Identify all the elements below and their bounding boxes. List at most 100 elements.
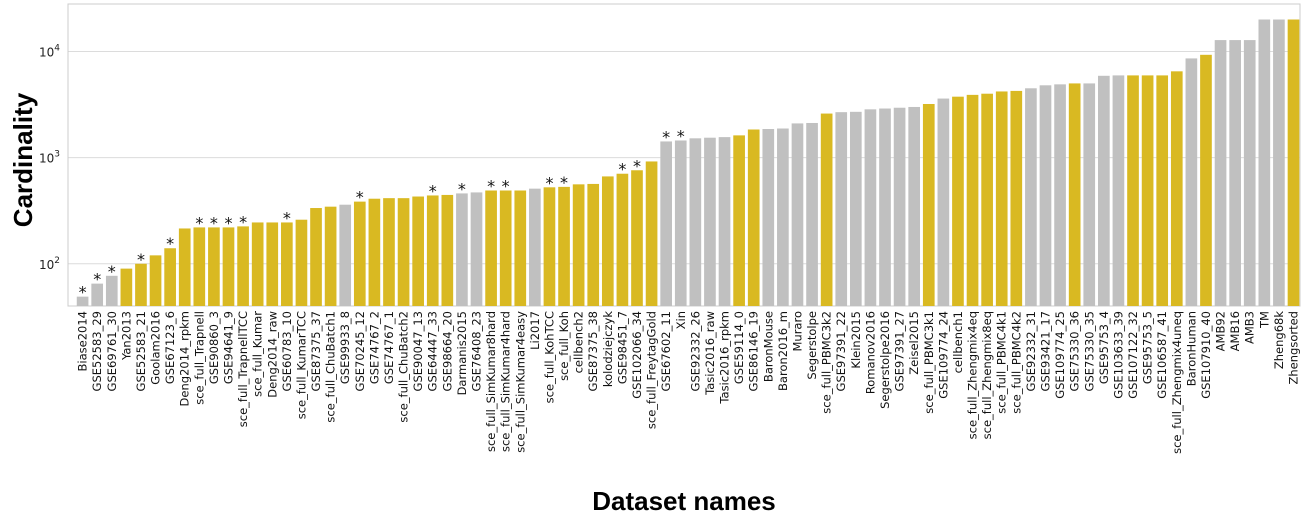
star-annotation-28: * — [487, 176, 495, 195]
bar-7 — [178, 228, 191, 306]
x-tick-label-10: GSE94641_9 — [221, 311, 235, 384]
x-axis-title: Dataset names — [592, 486, 776, 516]
x-tick-label-78: AMB92 — [1214, 311, 1228, 351]
x-tick-label-39: sce_full_FreytagGold — [645, 311, 659, 429]
star-annotation-11: * — [239, 212, 247, 231]
x-tick-label-50: Segerstolpe — [805, 311, 819, 380]
y-tick-exponent: 4 — [54, 43, 60, 53]
x-tick-label-7: Deng2014_rpkm — [178, 311, 192, 406]
bar-41 — [674, 140, 687, 306]
bar-62 — [981, 93, 993, 306]
bar-39 — [645, 161, 658, 306]
x-tick-label-71: GSE103633_39 — [1111, 311, 1125, 399]
x-tick-label-58: sce_full_PBMC3k1 — [922, 311, 936, 414]
bar-67 — [1054, 84, 1066, 306]
bar-70 — [1098, 75, 1110, 307]
star-annotation-19: * — [356, 188, 364, 207]
x-tick-label-64: sce_full_PBMC4k2 — [1009, 311, 1023, 414]
x-tick-label-5: Goolam2016 — [149, 311, 163, 385]
bar-38 — [631, 170, 643, 306]
star-annotation-29: * — [502, 176, 510, 195]
x-tick-label-12: sce_full_Kumar — [251, 311, 265, 397]
x-tick-label-49: Muraro — [790, 311, 804, 352]
x-tick-label-4: GSE52583_21 — [134, 311, 148, 391]
bar-58 — [922, 103, 935, 306]
x-tick-label-48: Baron2016_m — [776, 311, 790, 391]
x-axis-category-labels: Biase2014 GSE52583_29 GSE69761_30 Yan2013 GS… — [76, 311, 1301, 454]
bar-56 — [893, 107, 906, 306]
bar-72 — [1127, 75, 1139, 306]
bar-11 — [237, 226, 249, 306]
x-tick-label-63: sce_full_PBMC4k1 — [995, 311, 1009, 414]
x-tick-label-47: BaronMouse — [761, 311, 775, 382]
bar-65 — [1025, 88, 1037, 306]
x-tick-label-57: Zeisel2015 — [907, 311, 921, 375]
y-tick-base: 10 — [39, 45, 54, 59]
x-tick-label-1: GSE52583_29 — [90, 311, 104, 391]
y-tick-label-2: 104 — [39, 43, 60, 59]
bar-12 — [251, 222, 264, 306]
x-tick-label-56: GSE97391_27 — [893, 311, 907, 391]
x-tick-label-0: Biase2014 — [76, 311, 90, 371]
x-tick-label-23: GSE90047_13 — [411, 311, 425, 391]
bar-53 — [849, 111, 862, 306]
bar-78 — [1214, 40, 1227, 307]
x-tick-label-26: Darmanis2015 — [455, 311, 469, 395]
x-tick-label-61: sce_full_Zhengmix4eq — [966, 311, 980, 439]
x-tick-label-34: cellbench2 — [572, 311, 586, 373]
star-annotation-6: * — [166, 234, 174, 253]
x-tick-label-28: sce_full_SimKumar8hard — [484, 311, 498, 452]
bar-30 — [514, 190, 527, 306]
bar-14 — [281, 222, 293, 306]
x-tick-label-83: Zhengsorted — [1287, 311, 1301, 384]
x-tick-label-76: BaronHuman — [1184, 311, 1198, 386]
bar-0 — [76, 296, 89, 306]
bar-36 — [601, 176, 614, 306]
x-tick-label-11: sce_full_TrapnellTCC — [236, 311, 250, 427]
star-annotation-0: * — [79, 283, 87, 302]
star-annotation-1: * — [93, 270, 101, 289]
star-annotation-40: * — [662, 127, 670, 146]
bar-68 — [1068, 83, 1081, 306]
bar-35 — [587, 183, 600, 306]
bars — [76, 19, 1300, 307]
x-tick-label-67: GSE109774_25 — [1053, 311, 1067, 399]
bar-60 — [952, 96, 964, 306]
bar-55 — [879, 108, 891, 306]
x-tick-label-45: GSE59114_0 — [732, 311, 746, 384]
star-annotation-38: * — [633, 156, 641, 175]
x-tick-label-75: sce_full_Zhengmix4uneq — [1170, 311, 1184, 454]
significance-stars: * * * * * * * * * * * * * * * * * * * * * — [79, 126, 685, 301]
bar-49 — [791, 123, 804, 306]
star-annotation-33: * — [560, 173, 568, 192]
bar-43 — [704, 137, 716, 306]
star-annotation-37: * — [618, 160, 626, 179]
x-tick-label-16: GSE87375_37 — [309, 311, 323, 391]
bar-83 — [1287, 19, 1300, 307]
x-tick-label-42: GSE92332_26 — [688, 311, 702, 391]
bar-66 — [1039, 85, 1052, 306]
x-tick-label-62: sce_full_Zhengmix8eq — [980, 311, 994, 439]
bar-20 — [368, 198, 381, 306]
bar-19 — [353, 201, 366, 306]
bar-75 — [1170, 71, 1183, 306]
x-tick-label-22: sce_full_ChuBatch2 — [397, 311, 411, 423]
bar-79 — [1229, 40, 1241, 307]
x-tick-label-44: Tasic2016_rpkm — [718, 311, 732, 405]
x-tick-label-38: GSE102066_34 — [630, 311, 644, 399]
bar-25 — [441, 194, 454, 306]
x-tick-label-52: GSE97391_22 — [834, 311, 848, 391]
x-tick-label-25: GSE98664_20 — [440, 311, 454, 391]
star-annotation-41: * — [677, 126, 685, 145]
x-tick-label-72: GSE107122_32 — [1126, 311, 1140, 399]
x-tick-label-54: Romanov2016 — [863, 311, 877, 394]
bar-1 — [91, 283, 104, 306]
x-tick-label-35: GSE87375_38 — [586, 311, 600, 391]
bar-77 — [1200, 54, 1212, 307]
x-tick-label-41: Xin — [674, 311, 688, 329]
x-tick-label-17: sce_full_ChuBatch1 — [324, 311, 338, 423]
bar-3 — [120, 268, 133, 306]
star-annotation-32: * — [545, 173, 553, 192]
x-tick-label-15: sce_full_KumarTCC — [294, 311, 308, 419]
bar-28 — [485, 190, 497, 306]
